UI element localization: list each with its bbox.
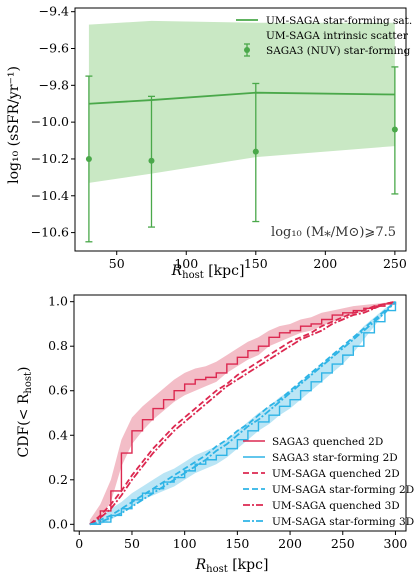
cdf-series-3 [89, 300, 397, 526]
panel1-xtick-label: 100 [174, 256, 198, 271]
panel1-legend: UM-SAGA star-forming sat. UM-SAGA intrin… [236, 15, 412, 57]
star-forming-model-line [88, 91, 395, 105]
legend-label-um-q3d: UM-SAGA quenched 3D [272, 500, 400, 512]
panel2-y-axis-label: CDF(< Rhost) [16, 367, 34, 458]
panel1-ytick-label: −10.0 [31, 114, 69, 129]
cdf-series-2 [89, 300, 396, 526]
cdf-panel: 0 50 100 150 200 250 300 0.0 0.2 0.4 0.6 0.8 1.0 SA… [16, 294, 414, 575]
panel1-xtick-label: 200 [313, 256, 337, 271]
data-point [85, 155, 92, 162]
panel2-xtick-label: 50 [124, 536, 140, 551]
panel1-ytick-label: −9.6 [39, 41, 69, 56]
panel2-xtick-label: 300 [384, 536, 408, 551]
data-point [148, 157, 155, 164]
legend-label-saga3-q: SAGA3 quenched 2D [272, 436, 383, 448]
legend-label-um-sf3d: UM-SAGA star-forming 3D [272, 516, 414, 528]
cdf-series-1 [89, 301, 397, 526]
panel2-ytick-label: 0.6 [48, 383, 68, 398]
data-point [252, 148, 259, 155]
data-point [391, 126, 398, 133]
panel1-ytick-label: −10.4 [31, 188, 69, 203]
panel1-y-axis-label: log₁₀ (sSFR/yr⁻¹) [6, 66, 22, 184]
panel1-y-ticks: −10.6 −10.4 −10.2 −10.0 −9.8 −9.6 −9.4 [31, 4, 75, 240]
panel1-x-axis-label: Rhost [kpc] [171, 263, 245, 281]
cdf-series-0 [89, 301, 397, 526]
cdf-band [89, 301, 396, 525]
panel2-xtick-label: 100 [173, 536, 197, 551]
panel1-frame [74, 7, 407, 252]
panel2-frame [73, 294, 407, 532]
panel2-legend: SAGA3 quenched 2D SAGA3 star-forming 2D … [243, 436, 414, 528]
panel2-xtick-label: 0 [75, 536, 83, 551]
saga3-cdf-bands [89, 301, 396, 525]
panel2-y-ticks: 0.0 0.2 0.4 0.6 0.8 1.0 [48, 294, 74, 531]
panel1-ytick-label: −9.8 [39, 77, 69, 92]
legend-label-um-q2d: UM-SAGA quenched 2D [272, 468, 400, 480]
panel2-xtick-label: 200 [278, 536, 302, 551]
saga3-errorbars [85, 66, 399, 243]
legend-swatch-band [236, 31, 258, 40]
cdf-series-4 [89, 300, 396, 526]
cdf-lines [89, 300, 397, 526]
legend-label-saga3: SAGA3 (NUV) star-forming [266, 45, 411, 57]
cdf-series-5 [89, 301, 397, 526]
legend-label-scatter: UM-SAGA intrinsic scatter [266, 30, 409, 42]
panel1-x-ticks: 50 100 150 200 250 [109, 251, 407, 271]
panel1-ytick-label: −10.6 [31, 225, 69, 240]
panel2-ytick-label: 1.0 [48, 294, 68, 309]
scatter-band-area [88, 20, 395, 183]
panel1-xtick-label: 250 [383, 256, 407, 271]
panel2-x-axis-label: Rhost [kpc] [195, 557, 269, 575]
panel2-xtick-label: 150 [225, 536, 249, 551]
sssfr-panel: 50 100 150 200 250 −10.6−10.4−10.2−10.0−9.8−… [6, 4, 412, 281]
legend-label-um-sf2d: UM-SAGA star-forming 2D [272, 484, 414, 496]
panel1-ytick-label: −9.4 [39, 4, 69, 19]
legend-label-saga3-sf: SAGA3 star-forming 2D [272, 452, 398, 464]
panel2-ytick-label: 0.2 [48, 472, 68, 487]
legend-swatch-marker [244, 47, 250, 53]
panel2-ytick-label: 0.0 [48, 516, 68, 531]
stellar-mass-annotation: log₁₀ (M⁎/M⊙)⩾7.5 [271, 225, 396, 240]
panel1-xtick-label: 150 [244, 256, 268, 271]
panel2-ytick-label: 0.4 [48, 427, 68, 442]
panel2-xtick-label: 250 [331, 536, 355, 551]
model-line [88, 91, 395, 105]
legend-label-model: UM-SAGA star-forming sat. [266, 15, 412, 27]
intrinsic-scatter-band [88, 20, 395, 183]
panel1-xtick-label: 50 [109, 256, 125, 271]
panel2-ytick-label: 0.8 [48, 338, 68, 353]
panel1-ytick-label: −10.2 [31, 151, 69, 166]
panel2-x-ticks: 0 50 100 150 200 250 300 [75, 531, 407, 551]
